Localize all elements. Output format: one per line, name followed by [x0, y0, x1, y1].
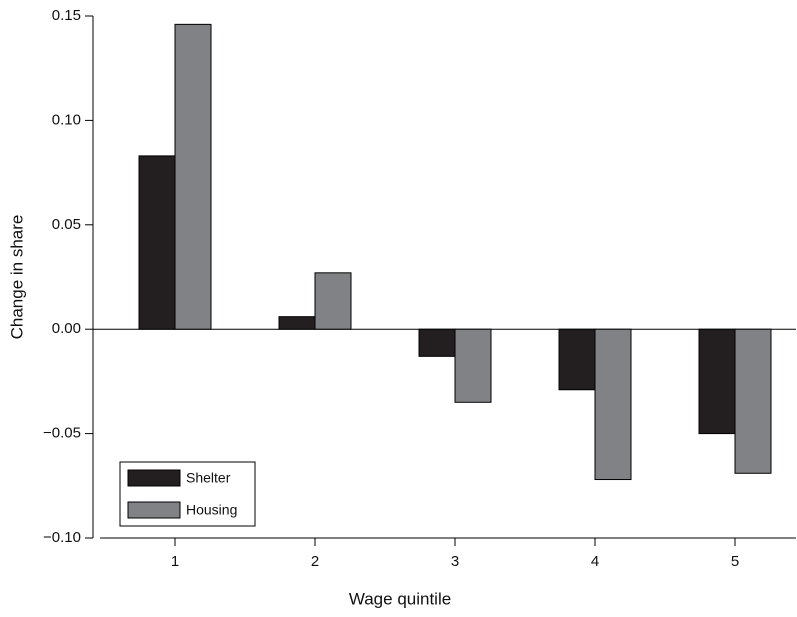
bar: [454, 328, 492, 403]
legend-label: Shelter: [186, 470, 231, 486]
x-tick-label: 3: [451, 553, 459, 570]
x-tick-label: 4: [591, 553, 599, 570]
bar: [734, 328, 772, 474]
legend-swatch: [127, 469, 181, 487]
x-tick-label: 1: [171, 553, 179, 570]
bar: [418, 328, 456, 357]
bar: [138, 155, 176, 330]
y-axis-label: Change in share: [7, 215, 26, 340]
y-tick-label: −0.05: [43, 425, 81, 442]
bar: [174, 23, 212, 330]
y-tick-label: 0.15: [52, 7, 81, 24]
y-tick-label: 0.00: [52, 320, 81, 337]
y-tick-label: −0.10: [43, 529, 81, 546]
bar: [558, 328, 596, 391]
x-tick-label: 2: [311, 553, 319, 570]
legend-label: Housing: [186, 502, 237, 518]
bar: [698, 328, 736, 435]
legend-swatch: [127, 501, 181, 519]
x-tick-label: 5: [731, 553, 739, 570]
y-tick-label: 0.10: [52, 111, 81, 128]
bar: [594, 328, 632, 481]
x-axis-label: Wage quintile: [349, 589, 451, 608]
bar: [278, 316, 316, 330]
bar: [314, 272, 352, 330]
y-tick-label: 0.05: [52, 216, 81, 233]
